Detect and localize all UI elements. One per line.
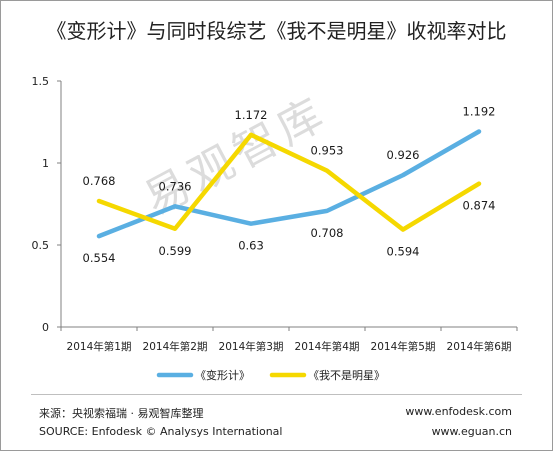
- x-tick-label: 2014年第5期: [371, 340, 436, 353]
- y-tick-label: 0: [42, 321, 49, 334]
- url-enfodesk[interactable]: www.enfodesk.com: [405, 405, 512, 418]
- data-label: 0.926: [387, 148, 420, 162]
- data-label: 1.192: [463, 105, 496, 119]
- chart-title: 《变形计》与同时段综艺《我不是明星》收视率对比: [46, 19, 507, 43]
- footer-divider: [31, 394, 522, 395]
- data-label: 0.599: [159, 244, 192, 258]
- series-line-1: [96, 129, 482, 239]
- url-eguan[interactable]: www.eguan.cn: [431, 425, 512, 438]
- y-tick-label: 0.5: [32, 239, 50, 252]
- legend-label-2: 《我不是明星》: [308, 369, 385, 382]
- y-tick-label: 1.5: [32, 75, 50, 88]
- series-line-2: [96, 132, 482, 232]
- data-label: 0.554: [83, 251, 116, 265]
- data-label: 0.708: [311, 226, 344, 240]
- data-label: 0.594: [387, 245, 420, 259]
- x-tick-label: 2014年第1期: [67, 340, 132, 353]
- x-tick-label: 2014年第3期: [219, 340, 284, 353]
- data-label: 0.768: [83, 174, 116, 188]
- source-cn: 来源：央视索福瑞 · 易观智库整理: [39, 407, 204, 420]
- x-tick-label: 2014年第2期: [143, 340, 208, 353]
- data-label: 0.63: [238, 239, 264, 253]
- data-label: 0.736: [159, 179, 192, 193]
- x-tick-label: 2014年第4期: [295, 340, 360, 353]
- data-label: 1.172: [235, 108, 268, 122]
- y-tick-label: 1: [42, 157, 49, 170]
- source-en: SOURCE: Enfodesk © Analysys Internationa…: [39, 425, 283, 438]
- data-label: 0.953: [311, 144, 344, 158]
- x-tick-label: 2014年第6期: [447, 340, 512, 353]
- data-label: 0.874: [463, 199, 496, 213]
- legend-label-1: 《变形计》: [195, 368, 250, 382]
